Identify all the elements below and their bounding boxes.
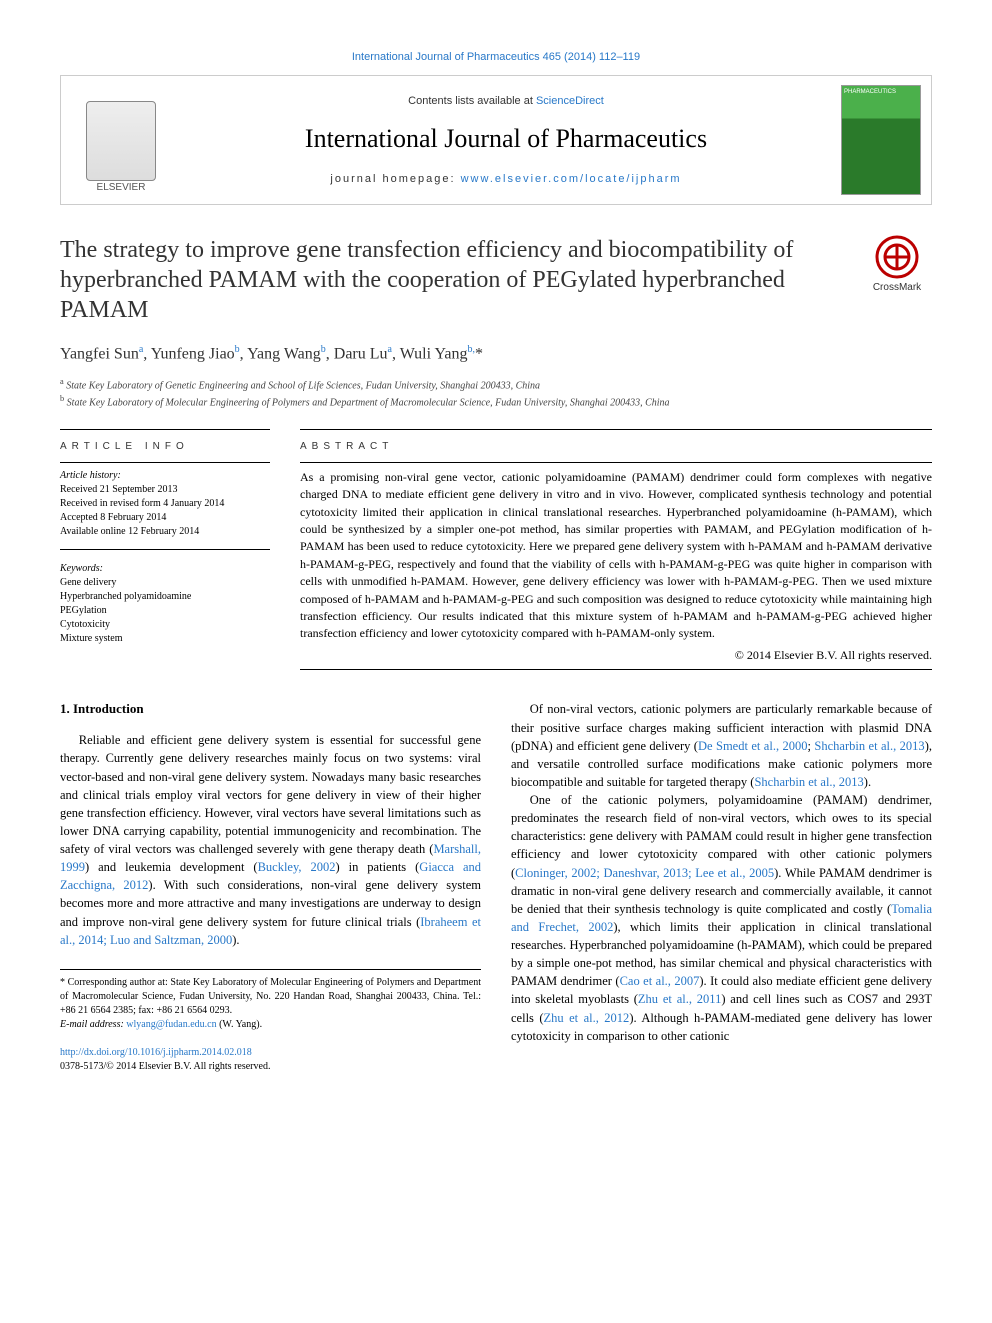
- keyword: PEGylation: [60, 604, 270, 618]
- journal-name: International Journal of Pharmaceutics: [181, 121, 831, 157]
- crossmark-label: CrossMark: [873, 282, 921, 293]
- email-suffix: (W. Yang).: [217, 1019, 262, 1030]
- doi-link[interactable]: http://dx.doi.org/10.1016/j.ijpharm.2014…: [60, 1047, 252, 1058]
- rule: [60, 429, 270, 430]
- body-paragraph: Of non-viral vectors, cationic polymers …: [511, 700, 932, 791]
- contents-line: Contents lists available at ScienceDirec…: [181, 94, 831, 109]
- abstract-copyright: © 2014 Elsevier B.V. All rights reserved…: [300, 647, 932, 664]
- history-line: Received 21 September 2013: [60, 483, 270, 497]
- sciencedirect-link[interactable]: ScienceDirect: [536, 95, 604, 107]
- keywords-label: Keywords:: [60, 562, 270, 576]
- affil-tag: a: [60, 377, 64, 386]
- rule: [300, 429, 932, 430]
- abstract-heading: ABSTRACT: [300, 440, 932, 454]
- email-label: E-mail address:: [60, 1019, 126, 1030]
- rule: [60, 549, 270, 550]
- homepage-prefix: journal homepage:: [330, 173, 460, 185]
- crossmark-icon: [875, 235, 919, 279]
- rule: [300, 669, 932, 670]
- article-title: The strategy to improve gene transfectio…: [60, 235, 842, 325]
- history-line: Accepted 8 February 2014: [60, 511, 270, 525]
- journal-cover-thumb[interactable]: PHARMACEUTICS: [841, 85, 921, 195]
- history-line: Available online 12 February 2014: [60, 525, 270, 539]
- elsevier-tree-icon: [86, 101, 156, 181]
- keyword: Gene delivery: [60, 576, 270, 590]
- running-head: International Journal of Pharmaceutics 4…: [60, 50, 932, 65]
- homepage-line: journal homepage: www.elsevier.com/locat…: [181, 172, 831, 187]
- corresponding-note: * Corresponding author at: State Key Lab…: [60, 976, 481, 1018]
- affiliation-row: a State Key Laboratory of Genetic Engine…: [60, 376, 932, 393]
- article-info-heading: ARTICLE INFO: [60, 440, 270, 454]
- abstract-text: As a promising non-viral gene vector, ca…: [300, 469, 932, 643]
- affil-text: State Key Laboratory of Molecular Engine…: [67, 398, 670, 409]
- body-col-right: Of non-viral vectors, cationic polymers …: [511, 700, 932, 1074]
- body-col-left: 1. Introduction Reliable and efficient g…: [60, 700, 481, 1074]
- issn-line: 0378-5173/© 2014 Elsevier B.V. All right…: [60, 1060, 481, 1075]
- crossmark-badge[interactable]: CrossMark: [862, 235, 932, 295]
- running-head-link[interactable]: International Journal of Pharmaceutics 4…: [352, 51, 640, 63]
- keyword: Cytotoxicity: [60, 618, 270, 632]
- doi-block: http://dx.doi.org/10.1016/j.ijpharm.2014…: [60, 1046, 481, 1075]
- history-line: Received in revised form 4 January 2014: [60, 497, 270, 511]
- header-center: Contents lists available at ScienceDirec…: [181, 86, 831, 195]
- body-paragraph: One of the cationic polymers, polyamidoa…: [511, 791, 932, 1045]
- cover-label: PHARMACEUTICS: [844, 88, 918, 96]
- journal-header: ELSEVIER Contents lists available at Sci…: [60, 75, 932, 205]
- homepage-link[interactable]: www.elsevier.com/locate/ijpharm: [461, 173, 682, 185]
- affil-tag: b: [60, 394, 64, 403]
- authors-line: Yangfei Suna, Yunfeng Jiaob, Yang Wangb,…: [60, 343, 932, 366]
- publisher-logo-label: ELSEVIER: [97, 181, 146, 195]
- body-columns: 1. Introduction Reliable and efficient g…: [60, 700, 932, 1074]
- keyword: Mixture system: [60, 632, 270, 646]
- publisher-logo[interactable]: ELSEVIER: [71, 85, 171, 195]
- abstract-box: ABSTRACT As a promising non-viral gene v…: [300, 429, 932, 671]
- footnotes: * Corresponding author at: State Key Lab…: [60, 969, 481, 1032]
- section-title: 1. Introduction: [60, 700, 481, 719]
- history-label: Article history:: [60, 469, 270, 483]
- email-link[interactable]: wlyang@fudan.edu.cn: [126, 1019, 216, 1030]
- email-line: E-mail address: wlyang@fudan.edu.cn (W. …: [60, 1018, 481, 1032]
- keyword: Hyperbranched polyamidoamine: [60, 590, 270, 604]
- affiliation-row: b State Key Laboratory of Molecular Engi…: [60, 393, 932, 410]
- contents-prefix: Contents lists available at: [408, 95, 536, 107]
- article-info-box: ARTICLE INFO Article history: Received 2…: [60, 429, 270, 671]
- body-paragraph: Reliable and efficient gene delivery sys…: [60, 731, 481, 949]
- affiliations: a State Key Laboratory of Genetic Engine…: [60, 376, 932, 411]
- affil-text: State Key Laboratory of Genetic Engineer…: [66, 380, 540, 391]
